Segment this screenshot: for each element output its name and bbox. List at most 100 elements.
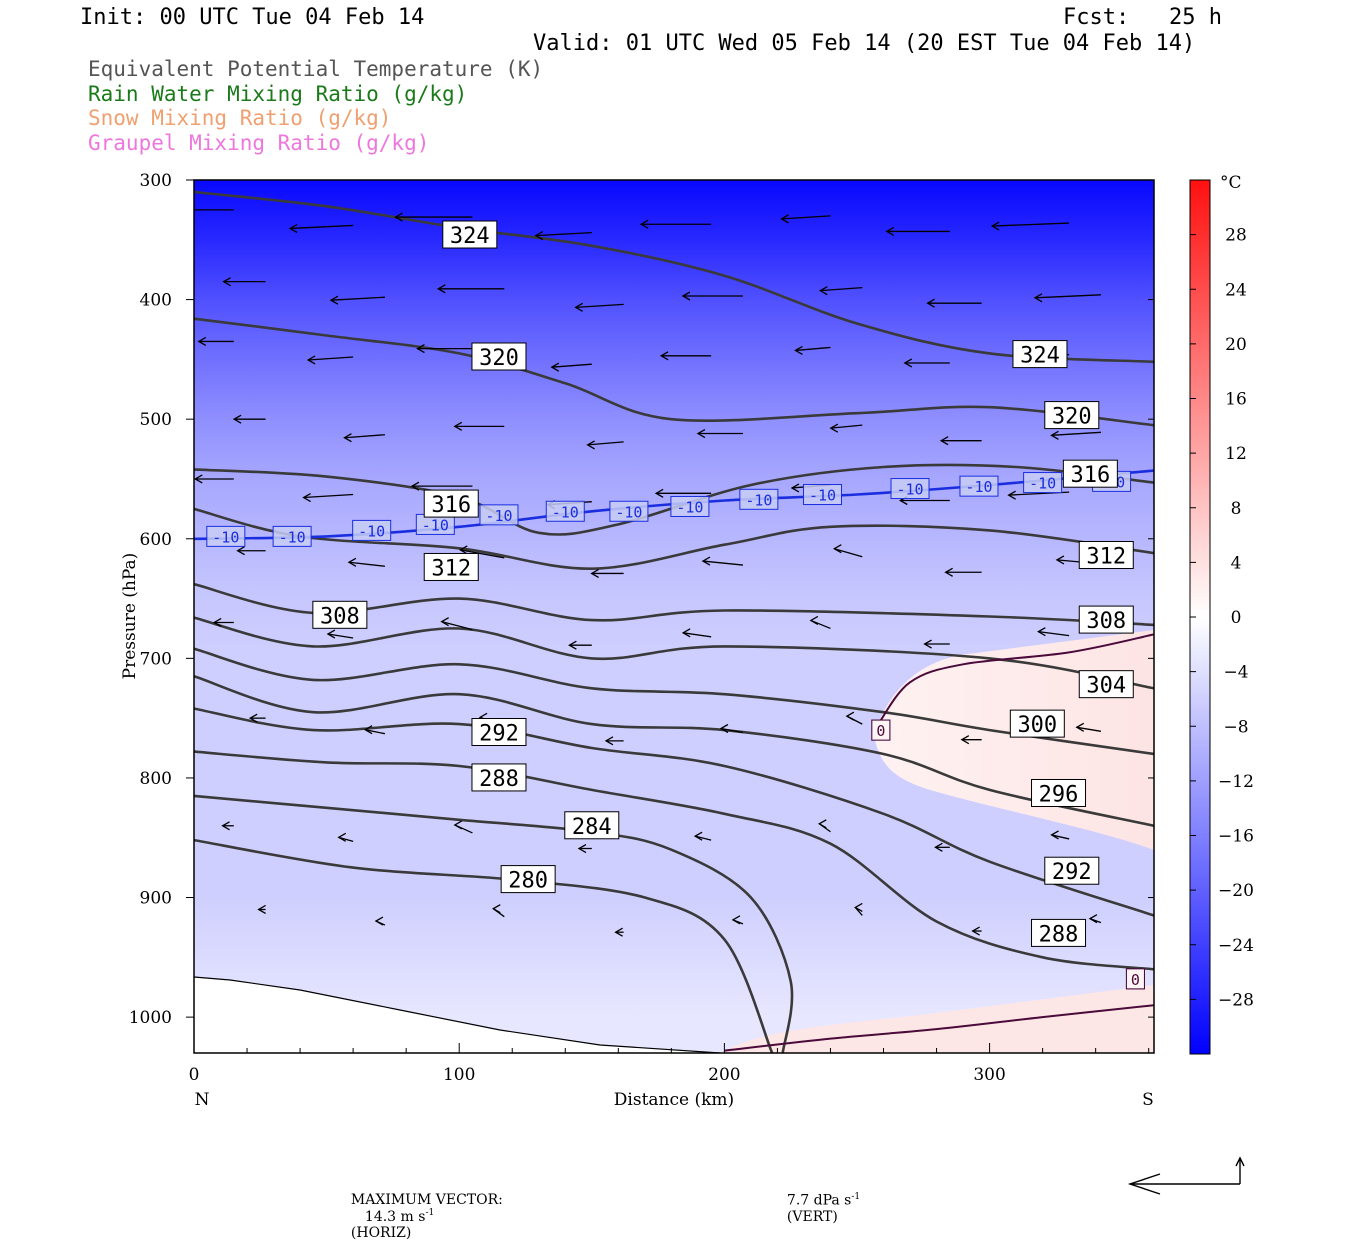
- color-scale-tick-label: −16: [1218, 827, 1254, 847]
- max-vector-horiz-exp: -1: [425, 1208, 435, 1218]
- wind-vector: [348, 561, 386, 567]
- wind-vector-head: [701, 556, 711, 566]
- y-axis-tick-label: 900: [140, 889, 172, 909]
- max-vector-horiz-head: [1127, 1173, 1161, 1195]
- wind-vector: [1051, 834, 1070, 840]
- wind-vector-head: [302, 492, 311, 503]
- wind-vector: [344, 434, 385, 439]
- temperature-label-bg: [871, 719, 891, 741]
- temperature-contour-line: [724, 1004, 1154, 1052]
- color-scale: °C 28 24 20 16 12 8 4 0 −4 −8 −12 −16 −20 −24 −28: [1189, 173, 1254, 1055]
- temperature-label-box: [479, 504, 519, 526]
- wind-vector-head: [659, 351, 669, 361]
- theta-e-contours: [194, 190, 1154, 1053]
- temperature-label-text: -10: [676, 498, 703, 516]
- wind-vector-head: [832, 544, 842, 554]
- wind-vector-head: [363, 725, 373, 735]
- color-scale-tick-label: 12: [1225, 444, 1247, 464]
- wind-vector-head: [971, 926, 980, 936]
- theta-e-label-text: 300: [1017, 713, 1057, 738]
- wind-vector: [1076, 726, 1102, 732]
- max-vector-vert-value: 7.7 dPa s: [786, 1192, 852, 1209]
- x-end-label-right: S: [1142, 1090, 1154, 1110]
- wind-vector-head: [453, 820, 463, 830]
- wind-vector-head: [394, 212, 403, 222]
- theta-e-label-text: 304: [1086, 674, 1126, 699]
- temperature-label-text: -10: [896, 481, 923, 499]
- theta-e-label-box: [1078, 541, 1134, 570]
- wind-vector-head: [343, 433, 352, 443]
- theta-e-label-box: [1031, 778, 1087, 807]
- theta-e-label-box: [423, 552, 479, 581]
- theta-e-contour-line: [194, 707, 1154, 917]
- wind-vector: [575, 303, 624, 309]
- wind-vector-head: [696, 428, 706, 439]
- theta-e-label-box: [1012, 340, 1068, 369]
- plot-frame: [193, 179, 1155, 1054]
- wind-vector-head: [923, 639, 932, 649]
- theta-e-label-text: 288: [479, 767, 519, 792]
- temperature-label-box: [959, 475, 999, 497]
- wind-vector-head: [534, 231, 544, 241]
- wind-vector-head: [590, 568, 599, 579]
- temperature-label-box: [1023, 472, 1063, 494]
- wind-vector-head: [194, 474, 203, 484]
- theta-e-label-text: 288: [1039, 922, 1079, 947]
- temperature-contour-line: [877, 633, 1154, 725]
- max-vector-label: MAXIMUM VECTOR: 14.3 m s-1 (HORIZ): [342, 1176, 503, 1241]
- theta-e-contour-line: [194, 317, 1154, 427]
- wind-vector: [327, 633, 354, 639]
- wind-vector-head: [197, 336, 207, 347]
- wind-vector-head: [604, 736, 614, 746]
- wind-vector: [720, 727, 744, 734]
- temperature-label-text: -10: [552, 503, 579, 521]
- theta-e-label-box: [1078, 605, 1134, 634]
- wind-vector-head: [221, 821, 230, 831]
- theta-e-label-box: [423, 489, 479, 518]
- legend-graupel: Graupel Mixing Ratio (g/kg): [88, 131, 430, 155]
- theta-e-label-text: 308: [1086, 609, 1126, 634]
- wind-vector: [535, 231, 592, 237]
- theta-e-label-text: 324: [1020, 344, 1060, 369]
- wind-vectors: [194, 209, 1102, 937]
- wind-vector-head: [257, 904, 266, 915]
- wind-vector-head: [232, 414, 242, 424]
- forecast-hour: Fcst: 25 h: [1063, 5, 1222, 30]
- wind-vector-head: [337, 832, 347, 842]
- color-scale-tick-label: −20: [1218, 881, 1254, 901]
- theta-e-contour-labels: 324 324 320 320 316 316 312 312 308 308 304 300 296 2…: [312, 220, 1134, 947]
- theta-e-contour-line: [194, 463, 1154, 536]
- theta-e-label-text: 312: [431, 556, 471, 581]
- wind-vector-head: [944, 567, 953, 577]
- wind-vector-head: [574, 302, 583, 312]
- y-axis-label: Pressure (hPa): [120, 553, 140, 680]
- wind-vector-head: [568, 640, 577, 650]
- wind-vector: [795, 346, 831, 352]
- temperature-label-box: [609, 500, 649, 522]
- theta-e-contour-line: [194, 675, 1154, 828]
- color-scale-tick-label: 20: [1225, 335, 1247, 355]
- wind-vector: [1034, 294, 1101, 299]
- legend-theta-e: Equivalent Potential Temperature (K): [88, 57, 544, 81]
- theta-e-label-text: 316: [1070, 463, 1110, 488]
- color-scale-tick-label: −28: [1218, 990, 1254, 1010]
- wind-vector-head: [491, 904, 501, 914]
- warm-region-lower: [720, 985, 1154, 1053]
- legend-snow: Snow Mixing Ratio (g/kg): [88, 106, 392, 130]
- wind-vector-head: [719, 723, 729, 734]
- wind-vector: [460, 549, 505, 559]
- wind-vector-head: [790, 483, 800, 493]
- wind-vector-head: [374, 916, 384, 926]
- wind-vector: [683, 632, 712, 638]
- wind-vector-head: [1055, 555, 1065, 565]
- x-end-label-left: N: [195, 1090, 210, 1110]
- max-vector-horiz-tag: (HORIZ): [350, 1224, 412, 1241]
- theta-e-contour-line: [194, 507, 1154, 571]
- x-axis-tick-label: 300: [973, 1065, 1005, 1085]
- color-scale-tick-label: −4: [1223, 663, 1248, 683]
- y-axis-tick-label: 1000: [129, 1008, 172, 1028]
- wind-vector-head: [885, 226, 895, 236]
- wind-vector-head: [1075, 722, 1085, 732]
- wind-vector-head: [436, 284, 446, 294]
- temperature-label-text: -10: [1029, 475, 1056, 493]
